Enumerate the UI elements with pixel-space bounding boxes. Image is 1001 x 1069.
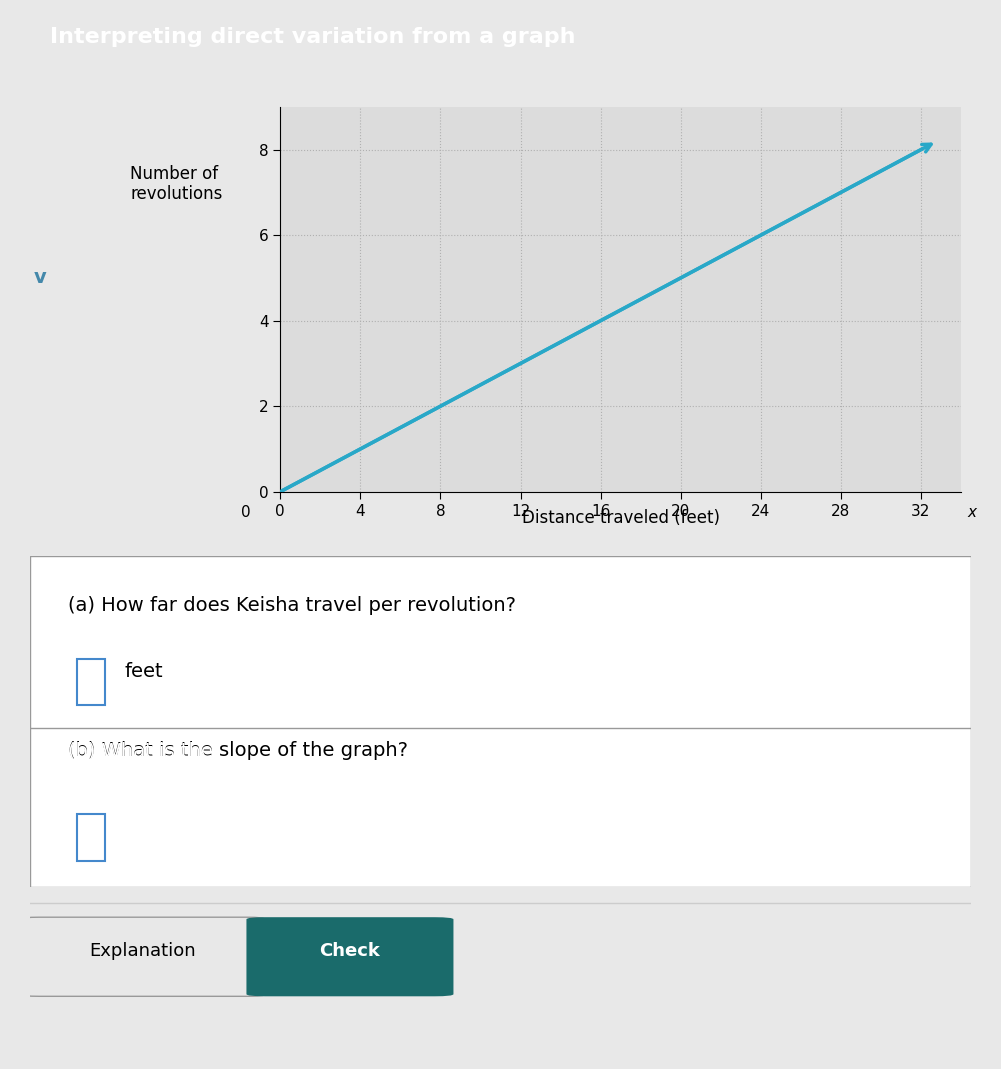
FancyBboxPatch shape <box>77 659 105 706</box>
Text: (b) What is the: (b) What is the <box>68 742 218 760</box>
FancyBboxPatch shape <box>77 815 105 861</box>
Text: feet: feet <box>124 663 163 681</box>
Text: x: x <box>967 505 976 520</box>
Text: Distance traveled (feet): Distance traveled (feet) <box>522 510 720 527</box>
Text: (a) How far does Keisha travel per revolution?: (a) How far does Keisha travel per revol… <box>68 595 516 615</box>
FancyBboxPatch shape <box>30 556 971 887</box>
Text: Interpreting direct variation from a graph: Interpreting direct variation from a gra… <box>50 28 576 47</box>
FancyBboxPatch shape <box>21 917 265 996</box>
Text: v: v <box>34 268 46 288</box>
FancyBboxPatch shape <box>246 917 453 996</box>
Text: Number of
revolutions: Number of revolutions <box>130 165 222 203</box>
Text: (b) What is the slope of the graph?: (b) What is the slope of the graph? <box>68 742 407 760</box>
Text: 0: 0 <box>240 505 250 520</box>
Text: Check: Check <box>319 943 380 960</box>
Text: Explanation: Explanation <box>90 943 196 960</box>
